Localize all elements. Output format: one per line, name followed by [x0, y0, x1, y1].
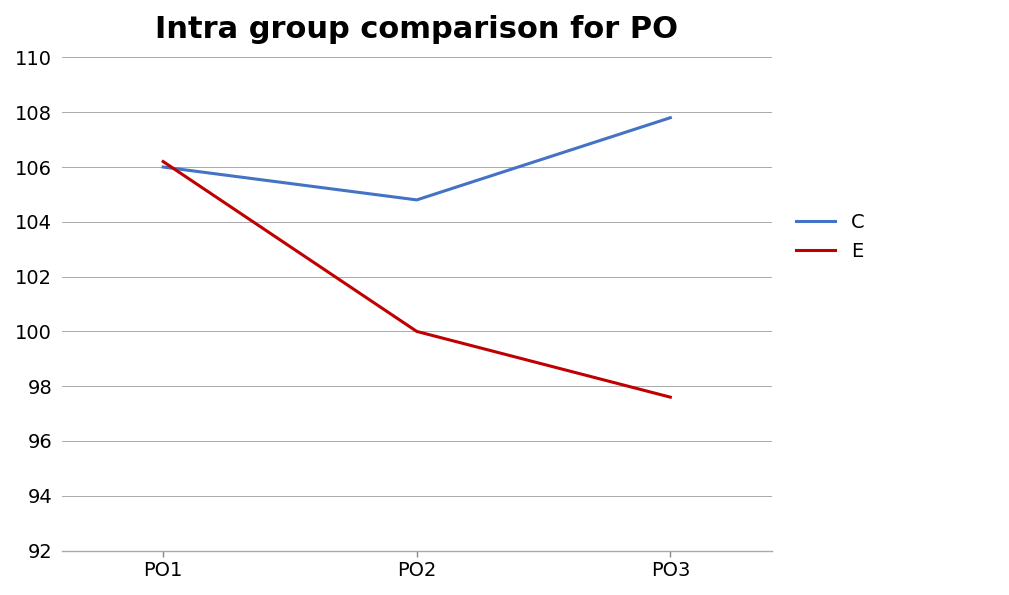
E: [411, 328, 423, 335]
Title: Intra group comparison for PO: Intra group comparison for PO: [155, 15, 678, 44]
Line: E: E: [163, 162, 670, 397]
Legend: C, E: C, E: [789, 205, 872, 268]
E: [664, 393, 676, 400]
C: [664, 114, 676, 121]
C: [411, 196, 423, 203]
Line: C: C: [163, 118, 670, 200]
E: [157, 158, 170, 165]
C: [157, 164, 170, 171]
